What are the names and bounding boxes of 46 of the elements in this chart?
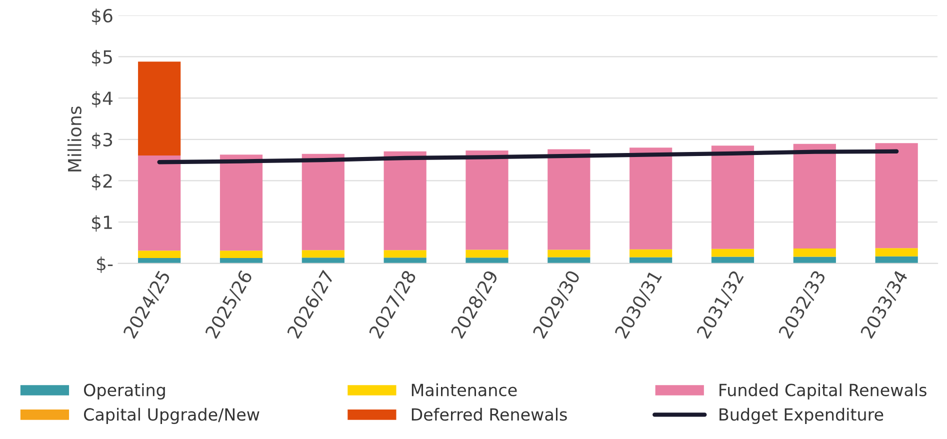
bar bbox=[875, 248, 918, 256]
bar bbox=[793, 256, 836, 264]
bar bbox=[220, 250, 263, 258]
bar bbox=[711, 146, 754, 249]
bar bbox=[875, 256, 918, 264]
legend-label: Budget Expenditure bbox=[720, 408, 884, 424]
bar bbox=[220, 258, 263, 264]
y-tick-label: $2 bbox=[92, 174, 112, 190]
y-tick-label: $3 bbox=[92, 132, 112, 149]
bar bbox=[875, 143, 918, 248]
bar bbox=[548, 257, 590, 264]
legend-label: Deferred Renewals bbox=[412, 408, 567, 421]
bar bbox=[220, 154, 263, 251]
line-series bbox=[157, 149, 899, 164]
bar bbox=[630, 148, 672, 250]
bar bbox=[793, 144, 836, 249]
bar bbox=[466, 150, 508, 250]
bar bbox=[630, 257, 672, 264]
bar bbox=[138, 258, 181, 264]
y-tick-label: $5 bbox=[92, 50, 112, 66]
bar bbox=[302, 154, 344, 250]
bar bbox=[138, 62, 181, 156]
bar bbox=[302, 258, 344, 264]
bar bbox=[630, 249, 672, 258]
bar bbox=[466, 250, 508, 258]
legend-label: Maintenance bbox=[412, 383, 517, 396]
bar bbox=[793, 248, 836, 257]
bar bbox=[711, 248, 754, 257]
bar bbox=[138, 156, 181, 251]
legend-label: Funded Capital Renewals bbox=[720, 383, 926, 400]
bar bbox=[138, 250, 181, 258]
bar bbox=[384, 151, 426, 250]
y-tick-label: $1 bbox=[92, 215, 112, 232]
bar bbox=[548, 250, 590, 258]
bar bbox=[384, 258, 426, 264]
bar bbox=[384, 250, 426, 258]
bar bbox=[302, 250, 344, 258]
y-tick-label: $4 bbox=[92, 91, 112, 108]
bar bbox=[548, 149, 590, 250]
y-axis-title: Millions bbox=[68, 106, 82, 172]
legend-label: Capital Upgrade/New bbox=[84, 408, 260, 424]
y-tick-label: $6 bbox=[92, 8, 112, 25]
legend-label: Operating bbox=[84, 383, 165, 400]
y-tick-label: $- bbox=[97, 256, 113, 273]
bar bbox=[466, 258, 508, 264]
bar bbox=[711, 256, 754, 264]
